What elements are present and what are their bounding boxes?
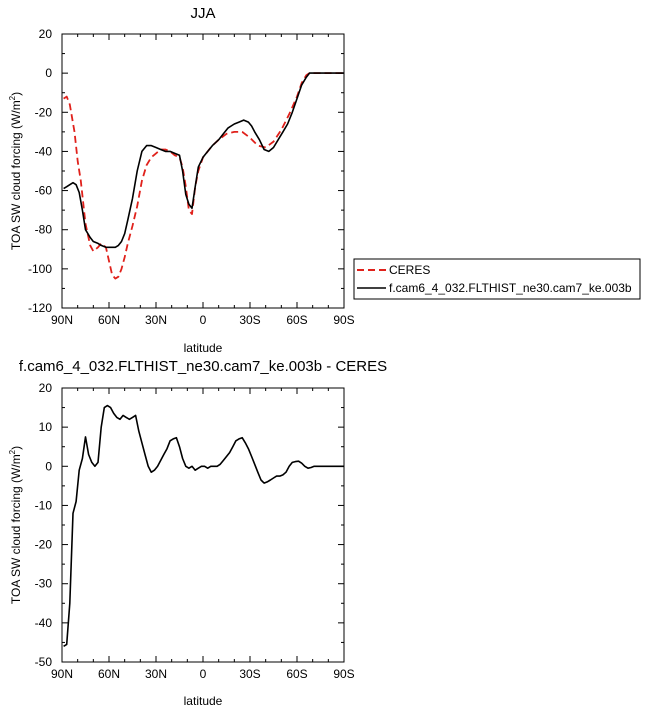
y-tick-label: -40 — [35, 144, 53, 158]
x-tick-label: 30N — [145, 313, 167, 327]
legend-model-label: f.cam6_4_032.FLTHIST_ne30.cam7_ke.003b — [389, 281, 632, 295]
legend-box — [353, 258, 641, 300]
plot-frame-bottom — [61, 387, 345, 663]
legend-ceres-label: CERES — [389, 263, 430, 277]
legend: CERES f.cam6_4_032.FLTHIST_ne30.cam7_ke.… — [353, 258, 641, 300]
x-tick-label: 60N — [98, 313, 120, 327]
y-ticks-top: 20 0 -20 -40 -60 -80 -100 -120 — [28, 27, 344, 315]
plot-frame-top — [61, 33, 345, 309]
x-tick-label: 60N — [98, 667, 120, 681]
x-tick-label: 60S — [286, 667, 307, 681]
chart-panel-top: JJA latitude TOA SW cloud forcing (W/m2)… — [8, 5, 355, 355]
y-tick-label: -30 — [35, 577, 53, 591]
plot-area-top — [63, 72, 344, 280]
y-ticks-bottom: 20 10 0 -10 -20 -30 -40 -50 — [35, 381, 344, 669]
y-tick-label: -20 — [35, 538, 53, 552]
y-tick-label: 10 — [39, 420, 53, 434]
y-axis-title-top-tail: ) — [9, 92, 23, 96]
x-tick-label: 30N — [145, 667, 167, 681]
x-tick-label: 60S — [286, 313, 307, 327]
y-tick-label: -120 — [28, 301, 52, 315]
x-tick-label: 90S — [333, 313, 354, 327]
x-ticks-top: 90N 60N 30N 0 30S 60S 90S — [51, 34, 355, 327]
series-line-ceres — [63, 72, 344, 280]
x-tick-label: 30S — [239, 667, 260, 681]
y-tick-label: -100 — [28, 262, 52, 276]
y-axis-title-bottom-sup: 2 — [8, 449, 17, 454]
y-axis-title-top-main: TOA SW cloud forcing (W/m — [9, 100, 23, 250]
y-tick-label: -50 — [35, 655, 53, 669]
y-tick-label: 20 — [39, 381, 53, 395]
x-tick-label: 90N — [51, 313, 73, 327]
y-tick-label: 0 — [45, 459, 52, 473]
x-axis-title-bottom: latitude — [184, 694, 223, 708]
x-tick-label: 0 — [200, 667, 207, 681]
x-tick-label: 90N — [51, 667, 73, 681]
series-line-model — [63, 72, 344, 249]
y-tick-label: -60 — [35, 184, 53, 198]
y-axis-title-bottom-main: TOA SW cloud forcing (W/m — [9, 454, 23, 604]
x-ticks-bottom: 90N 60N 30N 0 30S 60S 90S — [51, 388, 355, 681]
y-tick-label: -20 — [35, 105, 53, 119]
y-axis-title-bottom-tail: ) — [9, 446, 23, 450]
y-tick-label: 20 — [39, 27, 53, 41]
y-tick-label: 0 — [45, 66, 52, 80]
y-axis-title-top-sup: 2 — [8, 95, 17, 100]
chart-title-top: JJA — [190, 5, 215, 22]
chart-panel-bottom: f.cam6_4_032.FLTHIST_ne30.cam7_ke.003b -… — [8, 358, 387, 708]
x-tick-label: 30S — [239, 313, 260, 327]
y-tick-label: -40 — [35, 616, 53, 630]
x-tick-label: 0 — [200, 313, 207, 327]
plot-area-bottom — [63, 404, 344, 647]
y-tick-label: -80 — [35, 223, 53, 237]
chart-title-bottom: f.cam6_4_032.FLTHIST_ne30.cam7_ke.003b -… — [19, 358, 387, 375]
series-line-difference — [63, 404, 344, 647]
y-axis-title-bottom: TOA SW cloud forcing (W/m2) — [8, 446, 23, 604]
y-axis-title-top: TOA SW cloud forcing (W/m2) — [8, 92, 23, 250]
y-tick-label: -10 — [35, 498, 53, 512]
x-tick-label: 90S — [333, 667, 354, 681]
x-axis-title-top: latitude — [184, 341, 223, 355]
